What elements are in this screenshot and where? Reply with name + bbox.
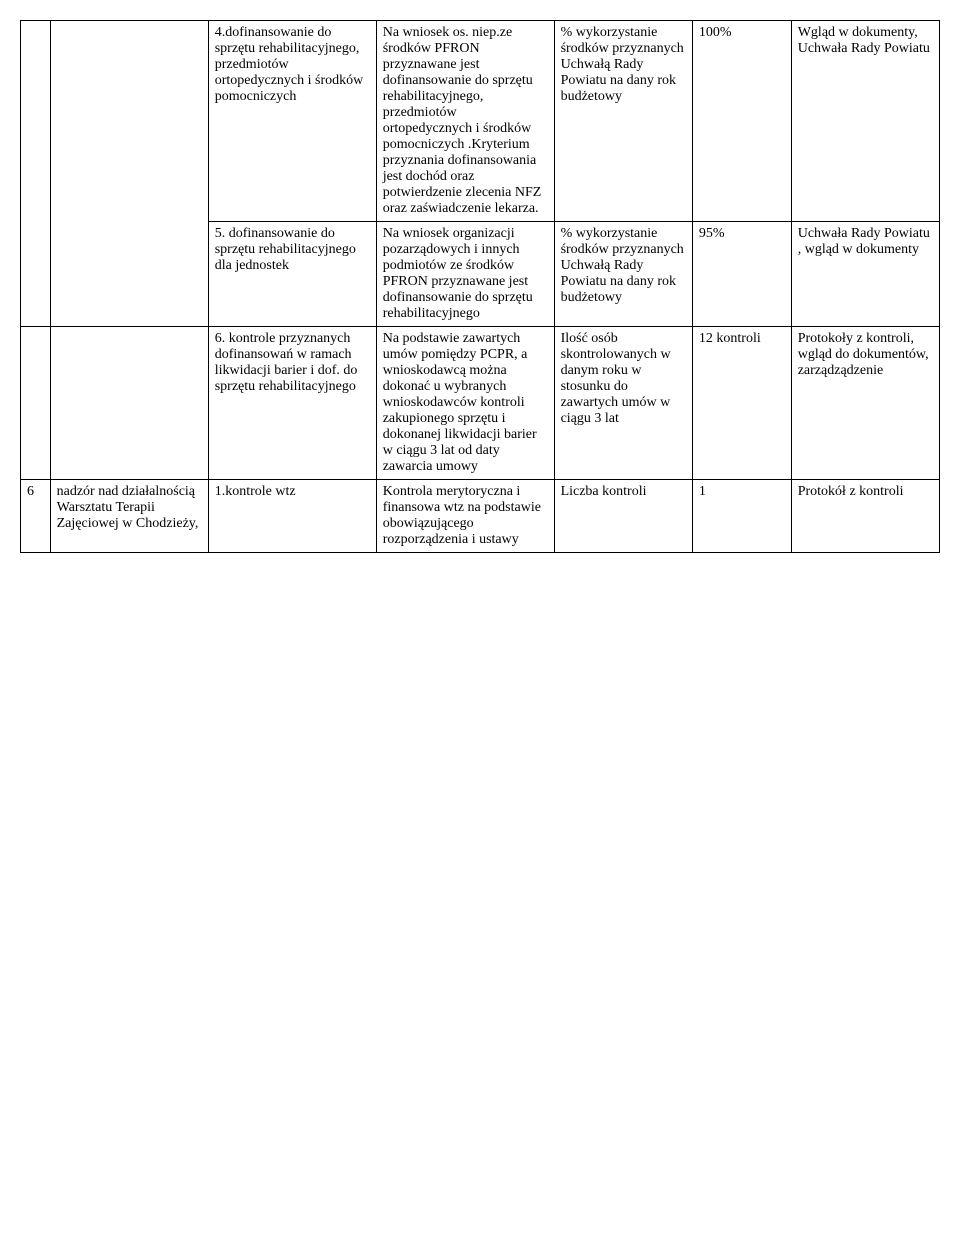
cell-description: Kontrola merytoryczna i finansowa wtz na… [376, 480, 554, 553]
cell-task: nadzór nad działalnością Warsztatu Terap… [50, 480, 208, 553]
cell-indicator: Ilość osób skontrolowanych w danym roku … [554, 327, 692, 480]
cell-task [50, 327, 208, 480]
cell-indicator: % wykorzystanie środków przyznanych Uchw… [554, 222, 692, 327]
cell-action: 6. kontrole przyznanych dofinansowań w r… [208, 327, 376, 480]
cell-indicator: Liczba kontroli [554, 480, 692, 553]
cell-value: 95% [692, 222, 791, 327]
cell-action: 5. dofinansowanie do sprzętu rehabilitac… [208, 222, 376, 327]
cell-value: 1 [692, 480, 791, 553]
cell-index [21, 21, 51, 327]
cell-description: Na wniosek organizacji pozarządowych i i… [376, 222, 554, 327]
table-row: 6. kontrole przyznanych dofinansowań w r… [21, 327, 940, 480]
cell-indicator: % wykorzystanie środków przyznanych Uchw… [554, 21, 692, 222]
cell-source: Protokół z kontroli [791, 480, 939, 553]
cell-action: 4.dofinansowanie do sprzętu rehabilitacy… [208, 21, 376, 222]
cell-value: 12 kontroli [692, 327, 791, 480]
cell-description: Na wniosek os. niep.ze środków PFRON prz… [376, 21, 554, 222]
cell-source: Protokoły z kontroli, wgląd do dokumentó… [791, 327, 939, 480]
cell-task [50, 21, 208, 327]
cell-value: 100% [692, 21, 791, 222]
cell-source: Uchwała Rady Powiatu , wgląd w dokumenty [791, 222, 939, 327]
cell-action: 1.kontrole wtz [208, 480, 376, 553]
cell-description: Na podstawie zawartych umów pomiędzy PCP… [376, 327, 554, 480]
cell-index [21, 327, 51, 480]
cell-source: Wgląd w dokumenty, Uchwała Rady Powiatu [791, 21, 939, 222]
cell-index: 6 [21, 480, 51, 553]
table-row: 4.dofinansowanie do sprzętu rehabilitacy… [21, 21, 940, 222]
table-row: 6 nadzór nad działalnością Warsztatu Ter… [21, 480, 940, 553]
document-table: 4.dofinansowanie do sprzętu rehabilitacy… [20, 20, 940, 553]
